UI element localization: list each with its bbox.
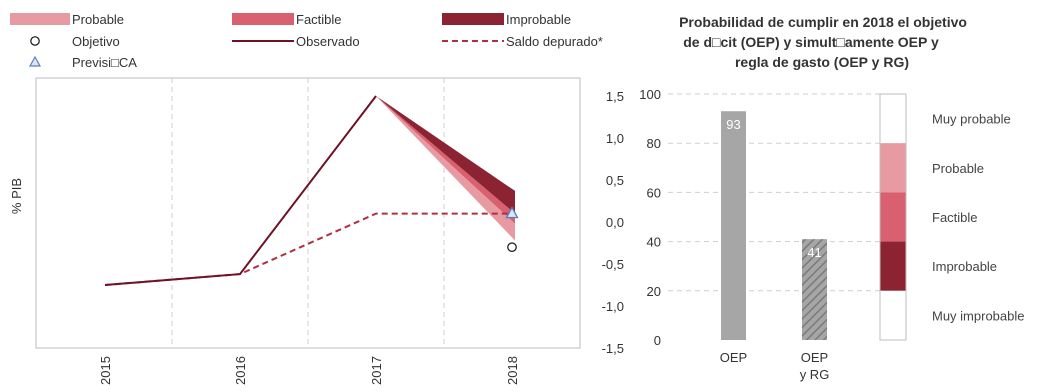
zone-label-muy-probable: Muy probable xyxy=(932,112,1011,127)
line-chart-y-tick-4: -0,5 xyxy=(602,257,624,272)
line-chart-x-ticks: 2015 2016 2017 2018 xyxy=(98,356,520,385)
bar-chart-title-line-1: Probabilidad de cumplir en 2018 el objet… xyxy=(679,14,967,30)
line-chart-x-tick-2018: 2018 xyxy=(505,356,520,385)
legend-swatch-probable xyxy=(10,13,70,25)
zone-label-probable: Probable xyxy=(932,161,984,176)
zone-column-frame xyxy=(879,93,907,341)
line-chart-y-tick-0: 1,5 xyxy=(606,89,624,104)
objetivo-marker xyxy=(507,242,517,252)
series-line-observado xyxy=(104,95,377,286)
bar-chart-gridlines xyxy=(668,93,906,292)
line-chart: % PIB 2015 2016 2017 2018 1,5 1,0 0,5 0,0 -0,5 -… xyxy=(9,77,624,385)
prevision-ca-marker xyxy=(505,206,519,219)
line-chart-y-tick-6: -1,5 xyxy=(602,341,624,356)
bar-chart-title-line-2: de d□cit (OEP) y simult□amente OEP y xyxy=(683,34,939,50)
bar-chart-y-tick-20: 20 xyxy=(647,284,661,299)
legend-label-saldo: Saldo depurado* xyxy=(506,34,603,49)
legend-label-objetivo: Objetivo xyxy=(72,34,120,49)
zone-label-factible: Factible xyxy=(932,210,978,225)
zone-label-muy-improbable: Muy improbable xyxy=(932,308,1025,323)
fan-band-factible xyxy=(376,96,515,224)
bar-oep-y-rg xyxy=(802,239,827,340)
zone-label-improbable: Improbable xyxy=(932,259,997,274)
bar-chart-y-ticks: 0 20 40 60 80 100 xyxy=(639,87,661,348)
line-chart-y-tick-2: 0,5 xyxy=(606,173,624,188)
fan-band-probable xyxy=(376,96,515,241)
bar-value-label-oep-y-rg: 41 xyxy=(807,245,821,260)
legend-label-prevision: Previsi□CA xyxy=(72,55,137,70)
probability-zone-column: Muy probable Probable Factible Improbable Mu… xyxy=(879,93,1025,341)
legend-swatch-factible xyxy=(232,13,294,25)
legend: Probable Factible Improbable Objetivo Ob… xyxy=(10,12,603,70)
zone-block-muy-improbable xyxy=(880,290,906,340)
bar-chart-y-tick-60: 60 xyxy=(647,185,661,200)
bar-chart-y-tick-80: 80 xyxy=(647,136,661,151)
zone-block-factible xyxy=(880,192,906,242)
legend-label-factible: Factible xyxy=(296,12,342,27)
zone-block-muy-probable xyxy=(880,94,906,144)
legend-swatch-improbable xyxy=(442,13,504,25)
bar-chart-x-ticks: OEP OEP y RG xyxy=(720,350,830,382)
bar-value-label-oep: 93 xyxy=(726,117,740,132)
line-chart-x-tick-2015: 2015 xyxy=(98,356,113,385)
bar-oep xyxy=(721,111,746,340)
line-chart-x-tick-2017: 2017 xyxy=(369,356,384,385)
bar-chart-title-line-3: regla de gasto (OEP y RG) xyxy=(735,54,909,70)
fan-band-improbable xyxy=(376,96,515,214)
legend-prevision-triangle-icon xyxy=(28,55,42,67)
bar-chart-y-tick-100: 100 xyxy=(639,87,661,102)
fan-chart-bands xyxy=(376,96,515,241)
zone-block-improbable xyxy=(880,241,906,291)
legend-label-improbable: Improbable xyxy=(506,12,571,27)
line-chart-y-axis-label: % PIB xyxy=(9,178,24,214)
bar-chart-x-tick-1-1: y RG xyxy=(800,367,830,382)
line-chart-y-tick-5: -1,0 xyxy=(602,299,624,314)
bar-chart: Probabilidad de cumplir en 2018 el objet… xyxy=(639,14,1024,382)
bar-chart-y-tick-40: 40 xyxy=(647,235,661,250)
line-chart-y-tick-3: 0,0 xyxy=(606,215,624,230)
line-chart-x-tick-2016: 2016 xyxy=(233,356,248,385)
line-chart-y-tick-1: 1,0 xyxy=(606,131,624,146)
line-chart-y-ticks: 1,5 1,0 0,5 0,0 -0,5 -1,0 -1,5 xyxy=(602,89,624,356)
bar-chart-y-tick-0: 0 xyxy=(654,333,661,348)
legend-label-observado: Observado xyxy=(296,34,360,49)
bar-chart-x-tick-0-0: OEP xyxy=(720,350,747,365)
bar-chart-bars: 93 41 xyxy=(721,111,827,340)
bar-chart-x-tick-1-0: OEP xyxy=(801,350,828,365)
legend-objetivo-circle-icon xyxy=(30,36,40,46)
legend-label-probable: Probable xyxy=(72,12,124,27)
series-line-saldo-depurado xyxy=(104,212,512,286)
zone-block-probable xyxy=(880,143,906,193)
